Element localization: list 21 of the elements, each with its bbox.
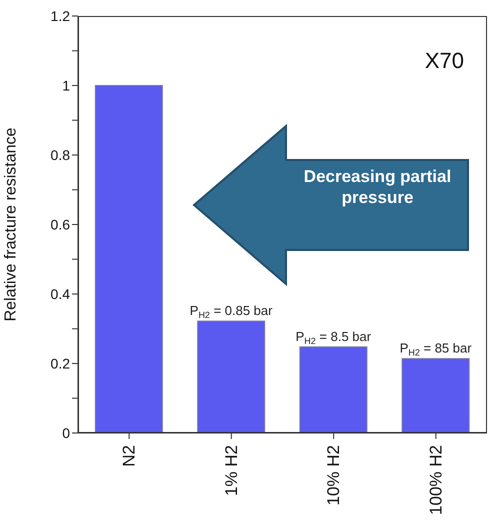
annotation: P$_{H2}$ = 0.85 bar — [190, 303, 274, 320]
bar — [94, 85, 163, 433]
y-tick-label: 1 — [62, 77, 70, 94]
x-tick-label: N2 — [120, 445, 139, 467]
x-tick-label: 1% H2 — [222, 445, 241, 496]
bar — [402, 358, 470, 433]
y-tick-label: 0.4 — [50, 286, 70, 302]
x-tick-label: 100% H2 — [426, 445, 446, 515]
bar — [197, 320, 266, 433]
x-tick-label: 10% H2 — [324, 445, 344, 506]
annotation: Decreasing partial pressure — [302, 166, 452, 208]
annotation: P$_{H2}$ = 85 bar — [400, 340, 472, 358]
y-tick-label: 0.2 — [50, 355, 70, 372]
y-axis-title: Relative fracture resistance — [2, 127, 20, 322]
y-tick-label: 0.8 — [50, 146, 70, 163]
y-tick-label: 0 — [62, 424, 70, 441]
bar — [299, 346, 368, 433]
annotation: P$_{H2}$ = 8.5 bar — [296, 328, 372, 346]
y-tick-label: 1.2 — [50, 8, 70, 24]
y-tick-label: 0.6 — [50, 216, 70, 232]
annotation: X70 — [424, 48, 464, 74]
